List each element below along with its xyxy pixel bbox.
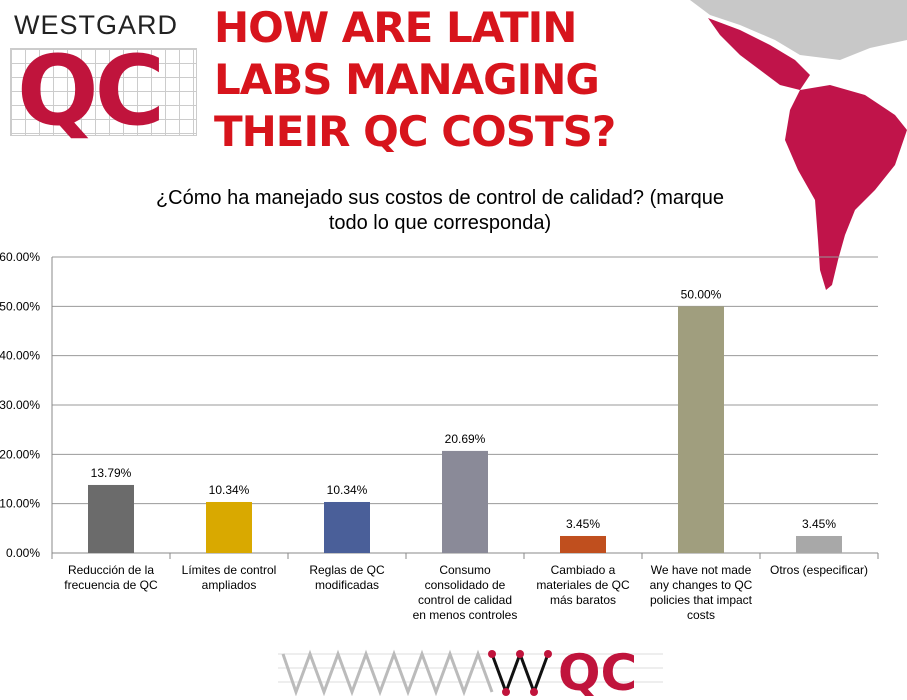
x-tick-label: costs	[687, 608, 715, 622]
bar	[442, 450, 488, 553]
x-tick-label: control de calidad	[418, 593, 512, 607]
chart-title-line: ¿Cómo ha manejado sus costos de control …	[155, 187, 725, 209]
bar	[678, 306, 724, 553]
x-tick-label: Consumo	[439, 563, 491, 577]
headline-line: LABS MANAGING	[214, 55, 600, 104]
x-tick-label: policies that impact	[650, 593, 753, 607]
data-label: 50.00%	[681, 287, 722, 301]
x-tick-label: frecuencia de QC	[64, 578, 158, 592]
y-tick-label: 50.00%	[0, 299, 40, 313]
wqc-footer-logo: QC	[278, 644, 663, 696]
headline-line: HOW ARE LATIN	[214, 3, 577, 52]
x-tick-label: We have not made	[651, 563, 752, 577]
bar	[796, 535, 842, 553]
headline: HOW ARE LATIN LABS MANAGING THEIR QC COS…	[214, 2, 616, 158]
headline-line: THEIR QC COSTS?	[214, 107, 616, 156]
westgard-qc-logo: QC	[10, 35, 197, 147]
x-tick-label: Límites de control	[182, 563, 277, 577]
y-tick-label: 60.00%	[0, 250, 40, 264]
x-tick-label: modificadas	[315, 578, 379, 592]
x-tick-label: Otros (especificar)	[770, 563, 868, 577]
x-tick-label: ampliados	[202, 578, 257, 592]
data-label: 13.79%	[91, 466, 132, 480]
x-tick-label: Reducción de la	[68, 563, 154, 577]
y-tick-label: 10.00%	[0, 497, 40, 511]
data-label: 10.34%	[209, 483, 250, 497]
y-tick-label: 20.00%	[0, 447, 40, 461]
x-tick-label: materiales de QC	[536, 578, 630, 592]
x-tick-label: en menos controles	[413, 608, 518, 622]
latin-america-map-image	[690, 0, 907, 290]
data-label: 3.45%	[566, 517, 600, 531]
bar	[560, 535, 606, 553]
x-tick-label: más baratos	[550, 593, 616, 607]
footer-logo-mark: QC	[558, 644, 637, 696]
bar	[324, 501, 370, 553]
qc-logo-mark: QC	[17, 35, 165, 147]
data-label: 10.34%	[327, 483, 368, 497]
y-tick-label: 0.00%	[6, 546, 40, 560]
x-tick-label: any changes to QC	[650, 578, 753, 592]
bar-chart: 0.00% 10.00% 20.00% 30.00% 40.00% 50.00% 60.00…	[0, 250, 879, 622]
x-tick-label: Cambiado a	[551, 563, 616, 577]
x-tick-label: consolidado de	[425, 578, 506, 592]
y-tick-label: 30.00%	[0, 398, 40, 412]
data-label: 3.45%	[802, 517, 836, 531]
bar	[206, 501, 252, 553]
westgard-logo-text: WESTGARD	[14, 10, 179, 40]
chart-title-line: todo lo que corresponda)	[328, 212, 552, 234]
bar	[88, 484, 134, 553]
x-tick-label: Reglas de QC	[309, 563, 385, 577]
chart-title: ¿Cómo ha manejado sus costos de control …	[60, 186, 820, 236]
data-label: 20.69%	[445, 432, 486, 446]
y-tick-label: 40.00%	[0, 349, 40, 363]
